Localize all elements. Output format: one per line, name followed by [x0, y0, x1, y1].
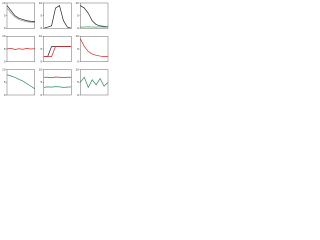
- data-line: [80, 76, 109, 89]
- y-tick-label: 5: [40, 80, 42, 84]
- y-tick-label: 10: [2, 1, 6, 5]
- y-tick-label: 10: [75, 67, 79, 71]
- plot-frame: [80, 36, 109, 62]
- y-tick-label: 5: [4, 80, 6, 84]
- data-line: [43, 46, 72, 57]
- y-tick-label: 0: [4, 26, 6, 30]
- y-tick-label: 0: [40, 26, 42, 30]
- y-tick-label: 5: [4, 13, 6, 17]
- data-line: [6, 74, 35, 89]
- y-tick-label: 5: [77, 47, 79, 51]
- data-line: [6, 7, 35, 23]
- y-tick-label: 10: [39, 34, 43, 38]
- data-line: [80, 38, 108, 57]
- plot-frame: [43, 36, 72, 62]
- y-tick-label: 10: [75, 34, 79, 38]
- y-tick-label: 5: [77, 80, 79, 84]
- y-tick-label: 0: [77, 93, 79, 97]
- plot-frame: [43, 69, 72, 96]
- plot-frame: [80, 2, 109, 29]
- data-line: [80, 5, 109, 28]
- y-tick-label: 10: [2, 34, 6, 38]
- figure: 0 5 10 0 5 10 0 5 10 0 5 10 0 5 10 0 5 10 0 5 10 0 5 10 0 5 10: [2, 1, 109, 97]
- y-tick-label: 10: [39, 67, 43, 71]
- y-tick-label: 0: [77, 26, 79, 30]
- y-tick-label: 5: [40, 47, 42, 51]
- y-tick-label: 5: [77, 13, 79, 17]
- data-line: [43, 46, 72, 57]
- plot-frame: [6, 69, 35, 96]
- y-tick-label: 0: [40, 93, 42, 97]
- data-line: [43, 4, 72, 29]
- y-tick-label: 0: [4, 59, 6, 63]
- y-tick-label: 5: [4, 47, 6, 51]
- data-line: [6, 5, 35, 22]
- y-tick-label: 0: [77, 59, 79, 63]
- y-tick-label: 10: [2, 67, 6, 71]
- data-line: [43, 86, 72, 88]
- data-line: [43, 76, 72, 79]
- data-line: [6, 47, 35, 50]
- y-tick-label: 10: [75, 1, 79, 5]
- y-tick-label: 0: [40, 59, 42, 63]
- plot-frame: [6, 2, 35, 29]
- y-tick-label: 0: [4, 93, 6, 97]
- y-tick-label: 10: [39, 1, 43, 5]
- y-tick-label: 5: [40, 13, 42, 17]
